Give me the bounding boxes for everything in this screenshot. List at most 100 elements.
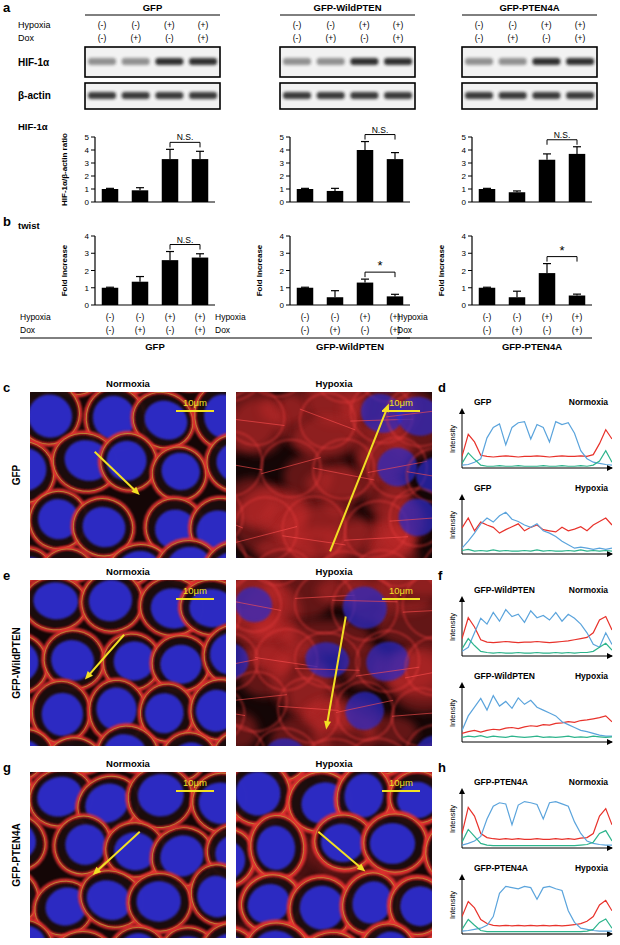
bars (102, 252, 209, 305)
label: (+) (135, 325, 146, 335)
error-bar (136, 188, 144, 191)
bracket (170, 245, 200, 250)
y-axis-label: HIF-1α/β-actin ratio (60, 133, 69, 206)
axis-arrow (607, 845, 613, 851)
y-tick (91, 150, 95, 151)
error-bar (301, 188, 309, 190)
blot-frame (462, 47, 597, 77)
blot-band (384, 92, 412, 99)
error-cap (136, 276, 144, 277)
label: (+) (130, 33, 141, 43)
gfp-signal (203, 720, 226, 746)
y-tick-label: 1 (85, 284, 90, 293)
chart-title: GFP (474, 483, 492, 493)
scale-label: 10μm (183, 397, 207, 408)
scale-bar (176, 598, 214, 600)
label: (-) (293, 33, 302, 43)
profile-line (462, 886, 612, 931)
gfp-signal (109, 927, 167, 938)
arrow-head (93, 867, 101, 875)
membrane (362, 813, 427, 874)
blot-frame (280, 47, 415, 77)
error-bar (166, 149, 174, 159)
y-tick-label: 2 (280, 172, 285, 181)
scale-bar (382, 598, 420, 600)
row-label: GFP-WildPTEN (11, 627, 22, 699)
chart-title: GFP-WildPTEN (474, 671, 535, 681)
y-tick (286, 137, 290, 138)
y-tick-label: 2 (85, 172, 90, 181)
gfp-signal (242, 918, 313, 938)
label: (-) (475, 20, 484, 30)
bar (162, 159, 179, 202)
label: (+) (575, 20, 586, 30)
bars (102, 149, 209, 202)
y-axis-label: Intensity (448, 699, 457, 727)
error-stem (546, 264, 547, 273)
nucleus (77, 500, 132, 553)
y-tick-label: 5 (462, 133, 467, 142)
fiber (332, 600, 397, 602)
gfp-signal (51, 931, 115, 938)
scale-bar (382, 790, 420, 792)
label: Dox (20, 325, 36, 335)
error-cap (573, 294, 581, 295)
membrane (236, 527, 255, 558)
panel-letter: a (3, 0, 11, 15)
blot-band (566, 58, 594, 65)
profile-line (462, 422, 612, 466)
y-tick (468, 270, 472, 271)
bar (192, 258, 209, 305)
y-tick-label: 1 (85, 185, 90, 194)
y-tick-label: 2 (462, 172, 467, 181)
panel-letter: f (438, 568, 443, 583)
fiber (405, 666, 432, 678)
blot-band (122, 58, 150, 65)
blot-band (155, 92, 183, 99)
nucleus (98, 728, 153, 746)
nucleus (144, 692, 185, 735)
y-tick-label: 1 (280, 284, 285, 293)
bar (539, 160, 556, 202)
bar (569, 154, 586, 202)
nucleus (259, 732, 314, 746)
label: (+) (198, 33, 209, 43)
column-label: Normoxia (106, 378, 151, 389)
membrane (236, 392, 242, 452)
y-tick-label: 3 (280, 159, 285, 168)
y-tick-label: 3 (280, 249, 285, 258)
label: (-) (98, 33, 107, 43)
label: (-) (361, 325, 370, 335)
bracket (365, 135, 395, 140)
membrane (291, 628, 363, 692)
gfp-signal (185, 859, 226, 930)
chart-title: GFP-PTEN4A (474, 863, 528, 873)
nucleus (136, 772, 186, 819)
error-stem (576, 147, 577, 154)
axis-arrow (459, 596, 465, 602)
y-axis-label: Intensity (448, 425, 457, 453)
y-axis-label: Intensity (448, 511, 457, 539)
membrane (352, 915, 423, 938)
y-axis (471, 137, 472, 202)
error-bar (391, 294, 399, 296)
error-cap (543, 153, 551, 154)
gfp-signal (30, 805, 53, 878)
bar (479, 288, 496, 305)
y-axis (462, 876, 463, 934)
label: (-) (513, 312, 522, 322)
y-tick-label: 2 (462, 267, 467, 276)
bar (297, 189, 314, 202)
y-tick (91, 287, 95, 288)
membrane (404, 445, 432, 506)
blot-frame (85, 83, 220, 109)
error-bar (483, 287, 491, 289)
label: (+) (198, 20, 209, 30)
column-label: Normoxia (106, 566, 151, 577)
nucleus (236, 690, 241, 742)
blot-band (350, 92, 378, 99)
label: (-) (301, 325, 310, 335)
label: (+) (359, 20, 370, 30)
label: (-) (543, 325, 552, 335)
membrane (39, 547, 96, 558)
